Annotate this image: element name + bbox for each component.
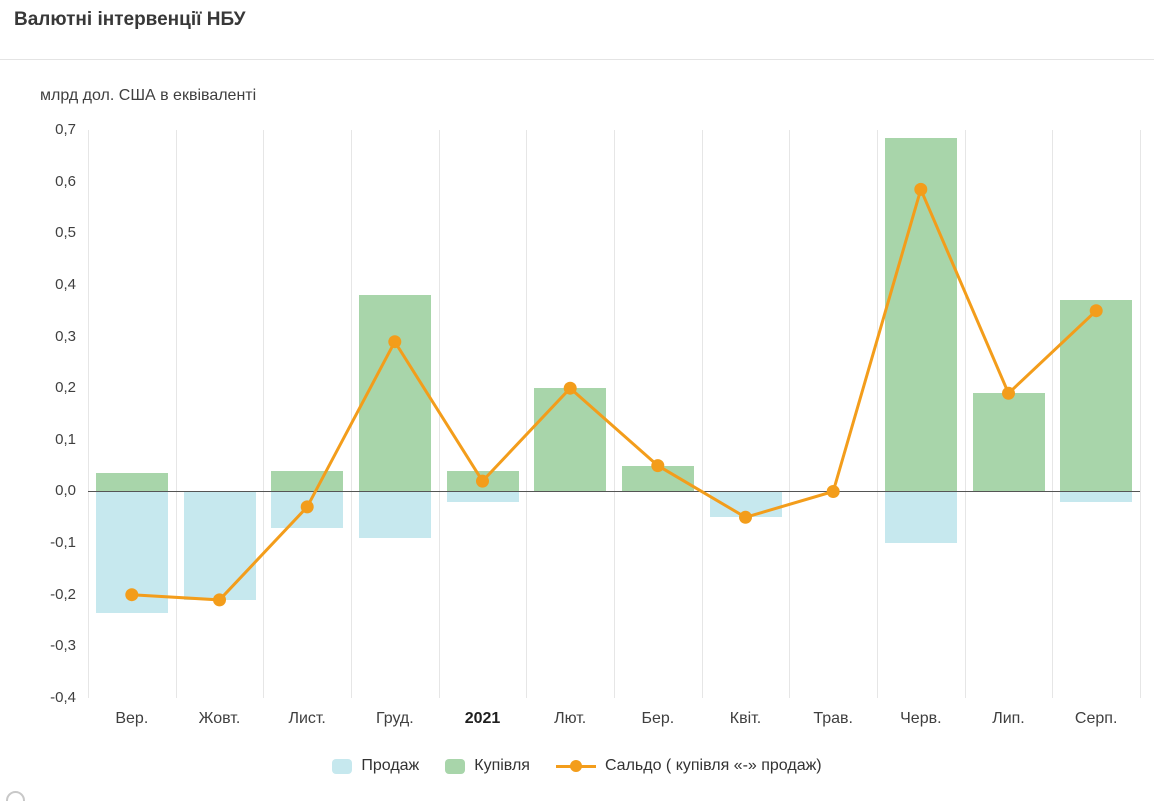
saldo-marker[interactable] [213, 593, 226, 607]
x-tick-label: Лют. [554, 710, 587, 727]
y-tick-label: 0,4 [55, 275, 76, 293]
saldo-marker[interactable] [300, 500, 314, 514]
x-tick-label: Лип. [992, 710, 1025, 727]
legend: Продаж Купівля Сальдо ( купівля «-» продаж… [0, 757, 1154, 775]
saldo-marker[interactable] [476, 474, 489, 488]
x-tick-label: Бер. [641, 710, 675, 727]
bar-kupivlia[interactable] [534, 388, 607, 492]
y-tick-label: 0,0 [55, 482, 76, 500]
saldo-marker[interactable] [563, 381, 577, 395]
legend-swatch-icon [332, 758, 353, 774]
x-tick-label: Трав. [813, 710, 853, 727]
x-tick-label: Лист. [288, 710, 326, 727]
y-tick-label: 0,5 [55, 224, 76, 242]
x-tick-label: Груд. [375, 710, 414, 727]
y-tick-label: 0,6 [55, 172, 76, 190]
x-tick-label: Серп. [1074, 710, 1118, 727]
line-series-saldo [125, 182, 1103, 607]
y-tick-label: -0,4 [50, 689, 76, 706]
legend-label: Купівля [474, 757, 530, 774]
bar-kupivlia[interactable] [358, 295, 431, 492]
vertical-gridline [88, 130, 89, 698]
legend-item-saldo[interactable]: Сальдо ( купівля «-» продаж) [555, 757, 822, 775]
y-tick-label: -0,2 [50, 585, 76, 603]
bar-prodazh[interactable] [183, 491, 256, 600]
vertical-gridline [1140, 130, 1141, 698]
vertical-gridline [1052, 130, 1054, 698]
x-tick-label: Квіт. [729, 710, 762, 727]
vertical-gridline [789, 130, 791, 698]
y-tick-label: 0,3 [55, 327, 76, 345]
y-tick-label: 0,2 [55, 379, 76, 397]
saldo-marker[interactable] [826, 485, 840, 498]
y-tick-label: -0,3 [50, 637, 76, 655]
saldo-marker[interactable] [1002, 386, 1015, 400]
vertical-gridline [877, 130, 878, 698]
vertical-gridline [351, 130, 352, 698]
y-axis-title: млрд дол. США в еквіваленті [40, 87, 257, 104]
legend-line-marker-icon [555, 759, 596, 773]
legend-item-kupivlia[interactable]: Купівля [445, 757, 530, 775]
vertical-gridline [175, 130, 177, 698]
bar-prodazh[interactable] [358, 491, 431, 538]
bar-kupivlia[interactable] [972, 393, 1045, 492]
x-tick-label: Вер. [115, 710, 149, 727]
zero-axis-line [88, 491, 1140, 493]
legend-label: Продаж [361, 757, 420, 774]
vertical-gridline [964, 130, 966, 698]
bar-kupivlia[interactable] [95, 473, 168, 492]
legend-label: Сальдо ( купівля «-» продаж) [604, 757, 822, 774]
saldo-marker[interactable] [739, 510, 752, 524]
saldo-marker[interactable] [388, 335, 402, 349]
vertical-gridline [263, 130, 265, 698]
bar-prodazh[interactable] [884, 491, 957, 544]
saldo-marker[interactable] [125, 588, 139, 602]
saldo-marker[interactable] [1089, 304, 1103, 318]
x-tick-label: Жовт. [198, 710, 241, 727]
bar-prodazh[interactable] [1060, 491, 1133, 502]
bar-prodazh[interactable] [446, 491, 519, 502]
saldo-line [131, 184, 1098, 602]
y-tick-label: -0,1 [50, 534, 76, 552]
bar-kupivlia[interactable] [884, 137, 957, 492]
x-tick-label: Черв. [900, 710, 942, 727]
vertical-gridline [526, 130, 528, 698]
x-tick-label: 2021 [464, 710, 501, 727]
watermark-fragment [6, 791, 25, 801]
saldo-marker[interactable] [914, 182, 928, 196]
vertical-gridline [701, 130, 703, 698]
saldo-marker[interactable] [651, 459, 665, 473]
plot-area [88, 130, 1141, 698]
y-tick-label: 0,7 [55, 121, 76, 138]
divider [0, 59, 1154, 60]
legend-item-prodazh[interactable]: Продаж [332, 757, 419, 775]
chart-title: Валютні інтервенції НБУ [14, 9, 246, 30]
legend-swatch-icon [445, 758, 466, 774]
vertical-gridline [614, 130, 615, 698]
y-tick-label: 0,1 [55, 430, 76, 448]
